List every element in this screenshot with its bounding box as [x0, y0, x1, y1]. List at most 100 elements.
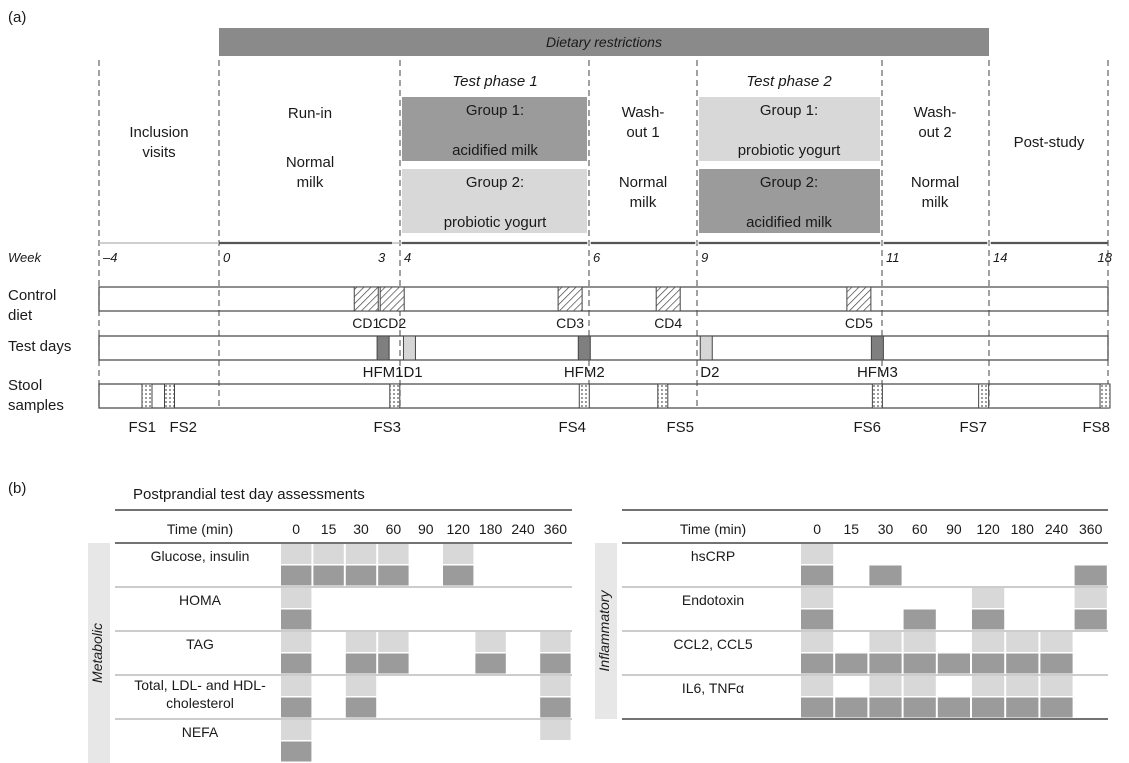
inflammatory-row3-dark-cell-15	[835, 697, 868, 718]
row-label-control-diet-line-1: Control	[8, 287, 56, 304]
inflammatory-row-label-0: hsCRP	[691, 548, 735, 564]
tp2-group1-box	[699, 97, 880, 161]
test-phase-2-title: Test phase 2	[746, 73, 832, 90]
metabolic-row0-dark-cell-120	[443, 565, 474, 586]
inflammatory-row2-dark-cell-90	[937, 653, 970, 674]
metabolic-time-90: 90	[418, 521, 434, 537]
metabolic-row4-light-cell-360	[540, 720, 571, 740]
inflammatory-row3-dark-cell-60	[903, 697, 936, 718]
panel-label-a: (a)	[8, 9, 26, 26]
tp1-group2-product: probiotic yogurt	[444, 214, 547, 231]
phase-washout-2-milk-line-2: milk	[922, 194, 949, 211]
tp1-group2-label: Group 2:	[466, 174, 524, 191]
control-diet-marker-CD3	[557, 286, 583, 312]
inflammatory-row2-dark-cell-120	[972, 653, 1005, 674]
stool-sample-marker-FS6	[871, 383, 883, 409]
test-day-label-HFM2: HFM2	[564, 364, 605, 381]
stool-sample-marker-FS8	[1099, 383, 1111, 409]
test-day-marker-D2	[699, 335, 713, 361]
control-diet-marker-CD4	[655, 286, 681, 312]
phase-inclusion-line-2: visits	[142, 144, 175, 161]
metabolic-row2-dark-cell-360	[540, 653, 571, 674]
metabolic-row0-light-cell-15	[313, 544, 344, 564]
control-diet-marker-CD1	[353, 286, 379, 312]
metabolic-time-120: 120	[447, 521, 471, 537]
inflammatory-row3-light-cell-60	[903, 676, 936, 696]
week-tick-11: 11	[886, 250, 900, 265]
metabolic-row-label-3-a: Total, LDL- and HDL-	[134, 677, 266, 693]
inflammatory-row3-light-cell-0	[801, 676, 834, 696]
phase-post-study: Post-study	[1014, 134, 1085, 151]
inflammatory-row3-dark-cell-240	[1040, 697, 1073, 718]
inflammatory-row2-dark-cell-30	[869, 653, 902, 674]
metabolic-row0-dark-cell-0	[281, 565, 312, 586]
inflammatory-time-120: 120	[976, 521, 1000, 537]
tp2-group2-product: acidified milk	[746, 214, 832, 231]
inflammatory-row3-light-cell-180	[1006, 676, 1039, 696]
test-day-label-D1: D1	[403, 364, 422, 381]
inflammatory-row2-dark-cell-0	[801, 653, 834, 674]
inflammatory-row3-light-cell-30	[869, 676, 902, 696]
metabolic-time-180: 180	[479, 521, 503, 537]
inflammatory-row1-dark-cell-60	[903, 609, 936, 630]
inflammatory-row1-light-cell-0	[801, 588, 834, 608]
metabolic-row2-light-cell-360	[540, 632, 571, 652]
metabolic-row4-dark-cell-0	[281, 741, 312, 762]
metabolic-row-label-3-b: cholesterol	[166, 695, 234, 711]
metabolic-row-label-4: NEFA	[182, 724, 219, 740]
metabolic-row4-light-cell-0	[281, 720, 312, 740]
phase-washout-1-line-2: out 1	[626, 124, 659, 141]
stool-sample-label-FS2: FS2	[169, 419, 197, 436]
assessments-title: Postprandial test day assessments	[133, 486, 365, 503]
metabolic-row2-dark-cell-60	[378, 653, 409, 674]
test-day-marker-HFM1	[376, 335, 390, 361]
tp1-group1-box	[402, 97, 587, 161]
test-phase-1-title: Test phase 1	[452, 73, 537, 90]
phase-washout-1-milk-line-2: milk	[630, 194, 657, 211]
metabolic-row3-dark-cell-360	[540, 697, 571, 718]
inflammatory-row-label-2: CCL2, CCL5	[673, 636, 753, 652]
phase-runin-title: Run-in	[288, 105, 332, 122]
inflammatory-row2-dark-cell-240	[1040, 653, 1073, 674]
dietary-restrictions-banner	[219, 28, 989, 56]
tp2-group2-label: Group 2:	[760, 174, 818, 191]
metabolic-side-band	[88, 543, 110, 763]
inflammatory-row0-light-cell-0	[801, 544, 834, 564]
inflammatory-row1-light-cell-120	[972, 588, 1005, 608]
metabolic-time-240: 240	[511, 521, 535, 537]
test-day-label-HFM1: HFM1	[363, 364, 404, 381]
test-day-marker-HFM2	[577, 335, 591, 361]
inflammatory-row-label-3: IL6, TNFα	[682, 680, 744, 696]
tp1-group1-product: acidified milk	[452, 142, 538, 159]
tp1-group1-label: Group 1:	[466, 102, 524, 119]
metabolic-row0-dark-cell-30	[345, 565, 377, 586]
metabolic-row0-light-cell-0	[281, 544, 312, 564]
inflammatory-time-180: 180	[1011, 521, 1035, 537]
metabolic-row3-light-cell-360	[540, 676, 571, 696]
control-diet-label-CD1: CD1	[352, 315, 380, 331]
phase-runin-milk-line-1: Normal	[286, 154, 334, 171]
stool-sample-label-FS3: FS3	[373, 419, 401, 436]
inflammatory-row0-dark-cell-30	[869, 565, 902, 586]
control-diet-label-CD3: CD3	[556, 315, 584, 331]
phase-washout-1-line-1: Wash-	[622, 104, 665, 121]
inflammatory-row2-light-cell-180	[1006, 632, 1039, 652]
inflammatory-row0-dark-cell-0	[801, 565, 834, 586]
inflammatory-time-header: Time (min)	[680, 521, 746, 537]
dietary-restrictions-label: Dietary restrictions	[546, 34, 662, 50]
inflammatory-row3-dark-cell-180	[1006, 697, 1039, 718]
metabolic-time-0: 0	[292, 521, 300, 537]
stool-sample-marker-FS7	[978, 383, 990, 409]
phase-runin-milk-line-2: milk	[297, 174, 324, 191]
tp2-group2-box	[699, 169, 880, 233]
metabolic-row2-light-cell-30	[345, 632, 377, 652]
stool-sample-marker-FS3	[389, 383, 401, 409]
inflammatory-time-0: 0	[813, 521, 821, 537]
metabolic-row2-light-cell-180	[475, 632, 506, 652]
control-diet-marker-CD5	[846, 286, 872, 312]
metabolic-row-label-0: Glucose, insulin	[151, 548, 250, 564]
week-tick-6: 6	[593, 250, 601, 265]
stool-sample-label-FS8: FS8	[1082, 419, 1110, 436]
stool-sample-label-FS4: FS4	[558, 419, 586, 436]
metabolic-time-30: 30	[353, 521, 369, 537]
